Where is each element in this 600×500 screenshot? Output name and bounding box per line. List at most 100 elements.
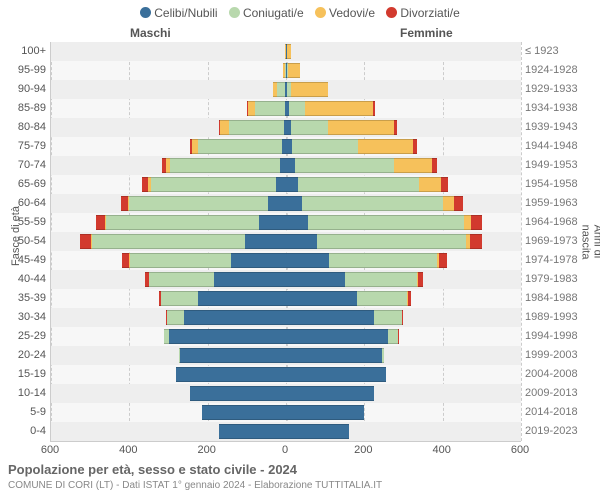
age-label: 45-49 xyxy=(0,251,46,270)
age-label: 35-39 xyxy=(0,289,46,308)
female-bar xyxy=(286,272,423,287)
bar-segment xyxy=(408,291,411,306)
x-tick-label: 200 xyxy=(197,444,215,456)
male-bar xyxy=(247,101,286,116)
female-bar xyxy=(286,367,386,382)
bar-segment xyxy=(298,177,419,192)
age-label: 85-89 xyxy=(0,99,46,118)
bar-segment xyxy=(245,234,286,249)
age-label: 65-69 xyxy=(0,175,46,194)
age-label: 30-34 xyxy=(0,308,46,327)
legend-label: Celibi/Nubili xyxy=(154,6,217,20)
male-bar xyxy=(145,272,286,287)
female-bar xyxy=(286,215,482,230)
age-row xyxy=(51,403,521,422)
bar-segment xyxy=(283,63,285,78)
bar-segment xyxy=(471,215,482,230)
bar-segment xyxy=(190,386,286,401)
male-bar xyxy=(80,234,286,249)
bar-segment xyxy=(170,158,280,173)
bar-segment xyxy=(329,253,437,268)
bar-segment xyxy=(413,139,417,154)
bar-segment xyxy=(291,82,328,97)
female-bar xyxy=(286,101,375,116)
bar-segment xyxy=(286,405,364,420)
bar-segment xyxy=(470,234,482,249)
bar-segment xyxy=(286,329,388,344)
bar-segment xyxy=(148,177,151,192)
birth-year-label: 2004-2008 xyxy=(525,365,595,384)
bar-segment xyxy=(80,234,91,249)
age-row xyxy=(51,327,521,346)
birth-year-label: 1934-1938 xyxy=(525,99,595,118)
bar-segment xyxy=(394,120,396,135)
birth-year-label: 1994-1998 xyxy=(525,327,595,346)
bar-segment xyxy=(286,348,382,363)
bar-segment xyxy=(286,253,329,268)
bar-segment xyxy=(198,291,286,306)
age-row xyxy=(51,270,521,289)
male-bar xyxy=(190,139,286,154)
age-label: 90-94 xyxy=(0,80,46,99)
female-bar xyxy=(286,253,447,268)
bar-segment xyxy=(231,253,286,268)
birth-year-label: 1949-1953 xyxy=(525,156,595,175)
bar-segment xyxy=(220,120,229,135)
female-bar xyxy=(286,310,403,325)
bar-segment xyxy=(295,158,395,173)
bar-segment xyxy=(192,139,198,154)
bar-segment xyxy=(302,196,443,211)
bar-segment xyxy=(286,386,374,401)
bar-segment xyxy=(419,177,441,192)
bar-segment xyxy=(464,215,471,230)
female-bar xyxy=(286,158,437,173)
male-bar xyxy=(273,82,286,97)
male-bar xyxy=(159,291,286,306)
age-label: 25-29 xyxy=(0,327,46,346)
birth-year-label: 1989-1993 xyxy=(525,308,595,327)
legend-swatch xyxy=(140,7,151,18)
legend-label: Divorziati/e xyxy=(400,6,459,20)
age-row xyxy=(51,365,521,384)
bar-segment xyxy=(287,44,291,59)
bar-segment xyxy=(276,177,286,192)
bar-segment xyxy=(219,424,286,439)
bar-segment xyxy=(373,101,375,116)
birth-year-label: 1939-1943 xyxy=(525,118,595,137)
female-bar xyxy=(286,424,349,439)
bar-segment xyxy=(151,177,276,192)
bar-segment xyxy=(402,310,404,325)
bar-segment xyxy=(286,196,302,211)
age-label: 75-79 xyxy=(0,137,46,156)
bar-segment xyxy=(128,196,130,211)
age-row xyxy=(51,194,521,213)
plot-area xyxy=(50,42,521,442)
male-bar xyxy=(164,329,286,344)
birth-year-label: 1974-1978 xyxy=(525,251,595,270)
age-label: 95-99 xyxy=(0,61,46,80)
bar-segment xyxy=(129,196,268,211)
bar-segment xyxy=(308,215,465,230)
age-row xyxy=(51,137,521,156)
bar-segment xyxy=(454,196,463,211)
bar-segment xyxy=(289,101,305,116)
bar-segment xyxy=(229,120,284,135)
bar-segment xyxy=(286,424,349,439)
age-row xyxy=(51,308,521,327)
x-tick-label: 0 xyxy=(282,444,288,456)
age-row xyxy=(51,213,521,232)
female-bar xyxy=(286,120,397,135)
bar-segment xyxy=(443,196,455,211)
legend-item: Vedovi/e xyxy=(315,6,375,20)
bar-segment xyxy=(91,234,92,249)
bar-segment xyxy=(328,120,395,135)
x-tick-label: 200 xyxy=(354,444,372,456)
male-bar xyxy=(176,367,286,382)
male-bar xyxy=(190,386,286,401)
birth-year-label: 1929-1933 xyxy=(525,80,595,99)
bar-segment xyxy=(382,348,384,363)
bar-segment xyxy=(176,367,286,382)
female-bar xyxy=(286,291,411,306)
x-tick-label: 600 xyxy=(511,444,529,456)
male-bar xyxy=(96,215,286,230)
